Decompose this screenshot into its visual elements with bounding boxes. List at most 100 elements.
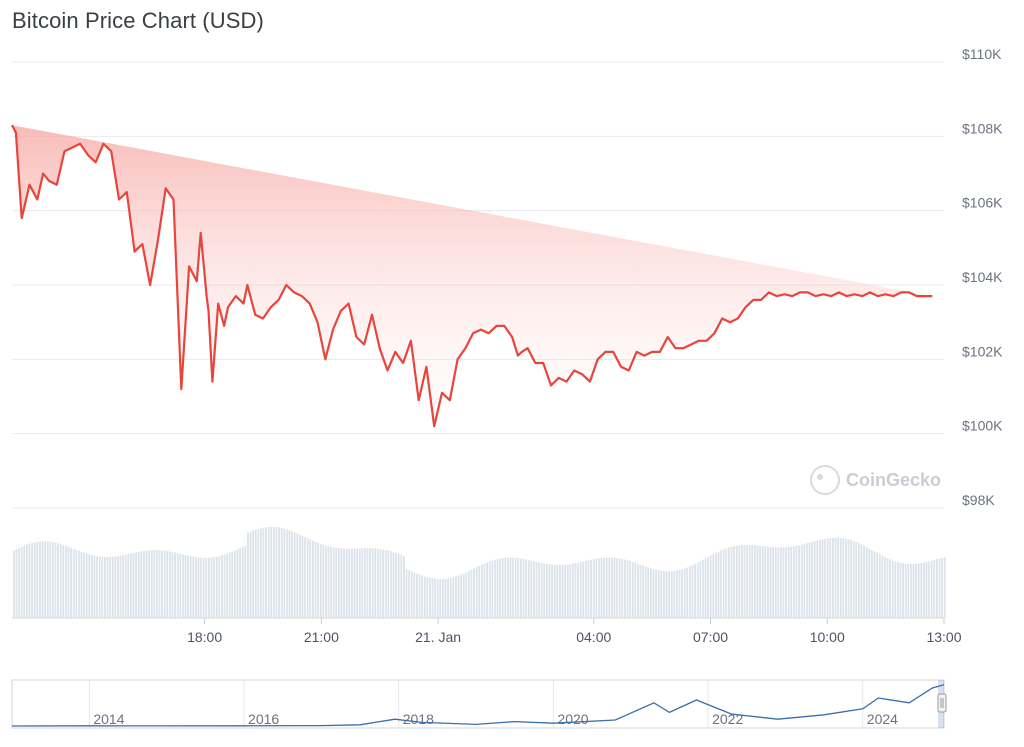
volume-bar [878,554,881,618]
volume-bar [631,561,634,618]
volume-bar [863,545,865,618]
volume-bar [496,559,499,618]
volume-bar [468,571,470,618]
volume-bar [774,547,777,618]
volume-bar [530,560,533,618]
volume-bar [525,559,527,618]
volume-bar [577,562,579,618]
volume-bar [699,561,702,618]
volume-bar [254,529,257,618]
volume-bar [668,571,670,618]
volume-bar [582,561,585,618]
volume-bar [574,563,577,618]
volume-bar [104,557,106,618]
volume-bar [93,555,96,618]
volume-bar [98,556,101,618]
volume-bar [343,548,345,618]
volume-bar [358,548,361,618]
volume-bar [36,541,39,618]
volume-bar [613,557,616,618]
volume-bar [889,559,891,618]
volume-bar [816,540,819,618]
volume-bar [306,538,309,618]
volume-bar [842,538,845,618]
volume-bar [618,558,621,618]
y-tick-label: $100K [962,418,1003,434]
volume-bar [267,527,270,618]
volume-bar [150,550,153,618]
volume-bar [501,558,504,618]
volume-bar [215,556,218,618]
volume-bar [728,547,730,618]
volume-bar [364,548,366,618]
volume-bar [902,563,904,618]
volume-bar [369,548,371,618]
volume-bar [213,557,215,618]
volume-bar [907,563,910,618]
volume-bar [44,541,46,618]
volume-bar [96,556,98,618]
volume-bar [392,552,395,618]
volume-bar [551,564,553,618]
volume-bar [52,542,54,618]
volume-bar [416,573,418,618]
volume-bar [322,544,325,618]
volume-bar [712,554,715,618]
volume-bar [904,563,907,618]
volume-bar [590,559,592,618]
volume-bar [748,545,751,618]
volume-bar [140,551,143,618]
volume-bar [317,542,319,618]
volume-bar [374,548,377,618]
volume-bar [795,545,798,618]
volume-bar [400,555,403,618]
volume-bar [80,551,83,618]
volume-bar [800,544,803,618]
volume-bar [868,548,871,618]
x-tick-label: 21:00 [304,629,339,645]
volume-bar [634,562,637,618]
volume-bar [527,560,530,618]
volume-bar [309,539,312,618]
volume-bar [465,572,468,618]
y-tick-label: $102K [962,343,1003,359]
volume-bar [421,575,423,618]
volume-bar [543,563,546,618]
volume-bar [296,533,299,618]
volume-bar [239,548,241,618]
volume-bar [49,541,52,618]
volume-bar [626,560,629,618]
volume-bar [205,557,208,618]
volume-bar [689,566,691,618]
price-line[interactable] [11,124,933,428]
volume-bar [834,537,837,618]
volume-bar [275,527,278,618]
volume-bar [899,562,902,618]
volume-bar [507,557,509,618]
volume-bar [33,542,36,618]
volume-bar [637,563,639,618]
volume-bar [449,577,452,618]
volume-bar [683,568,686,618]
volume-bar [561,564,564,618]
navigator-tick-label: 2022 [712,711,743,727]
volume-bar [777,547,780,618]
volume-bar [595,558,598,618]
volume-bar [725,548,728,618]
volume-bar [806,543,808,618]
volume-bar [85,553,88,618]
volume-bar [252,530,254,618]
volume-bar [226,553,228,618]
volume-bar [390,551,392,618]
volume-bar [130,553,132,618]
navigator-handle-icon[interactable] [937,693,947,713]
volume-bar [127,554,130,618]
volume-bar [169,551,171,618]
volume-bar [475,567,478,618]
volume-bar [429,577,431,618]
volume-bar [624,559,626,618]
volume-bar [57,543,59,618]
volume-bar [488,561,491,618]
volume-bar [512,557,514,618]
